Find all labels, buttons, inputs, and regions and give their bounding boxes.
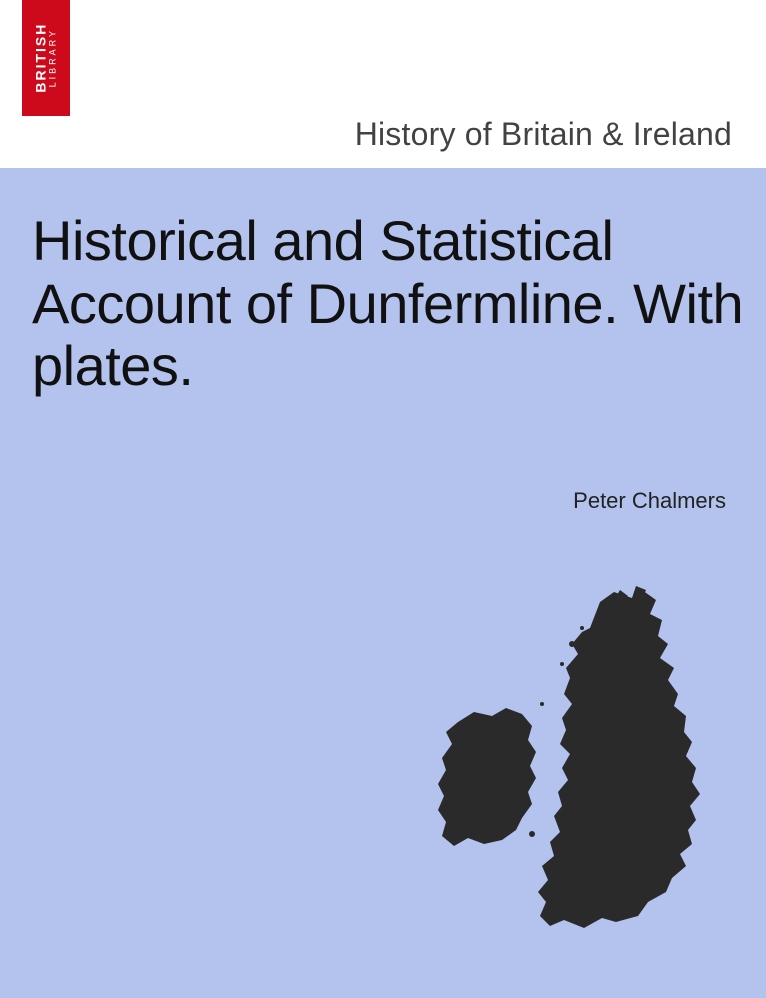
logo-line2: LIBRARY <box>49 23 59 93</box>
top-band: BRITISH LIBRARY History of Britain & Ire… <box>0 0 766 168</box>
british-library-logo: BRITISH LIBRARY <box>22 0 70 116</box>
britain-ireland-map-icon <box>422 584 732 964</box>
logo-line1: BRITISH <box>32 23 48 93</box>
book-cover: BRITISH LIBRARY History of Britain & Ire… <box>0 0 766 998</box>
series-label: History of Britain & Ireland <box>355 116 732 153</box>
author-name: Peter Chalmers <box>573 488 726 514</box>
logo-text: BRITISH LIBRARY <box>33 23 58 93</box>
book-title: Historical and Statistical Account of Du… <box>32 210 746 398</box>
main-panel: Historical and Statistical Account of Du… <box>0 168 766 998</box>
